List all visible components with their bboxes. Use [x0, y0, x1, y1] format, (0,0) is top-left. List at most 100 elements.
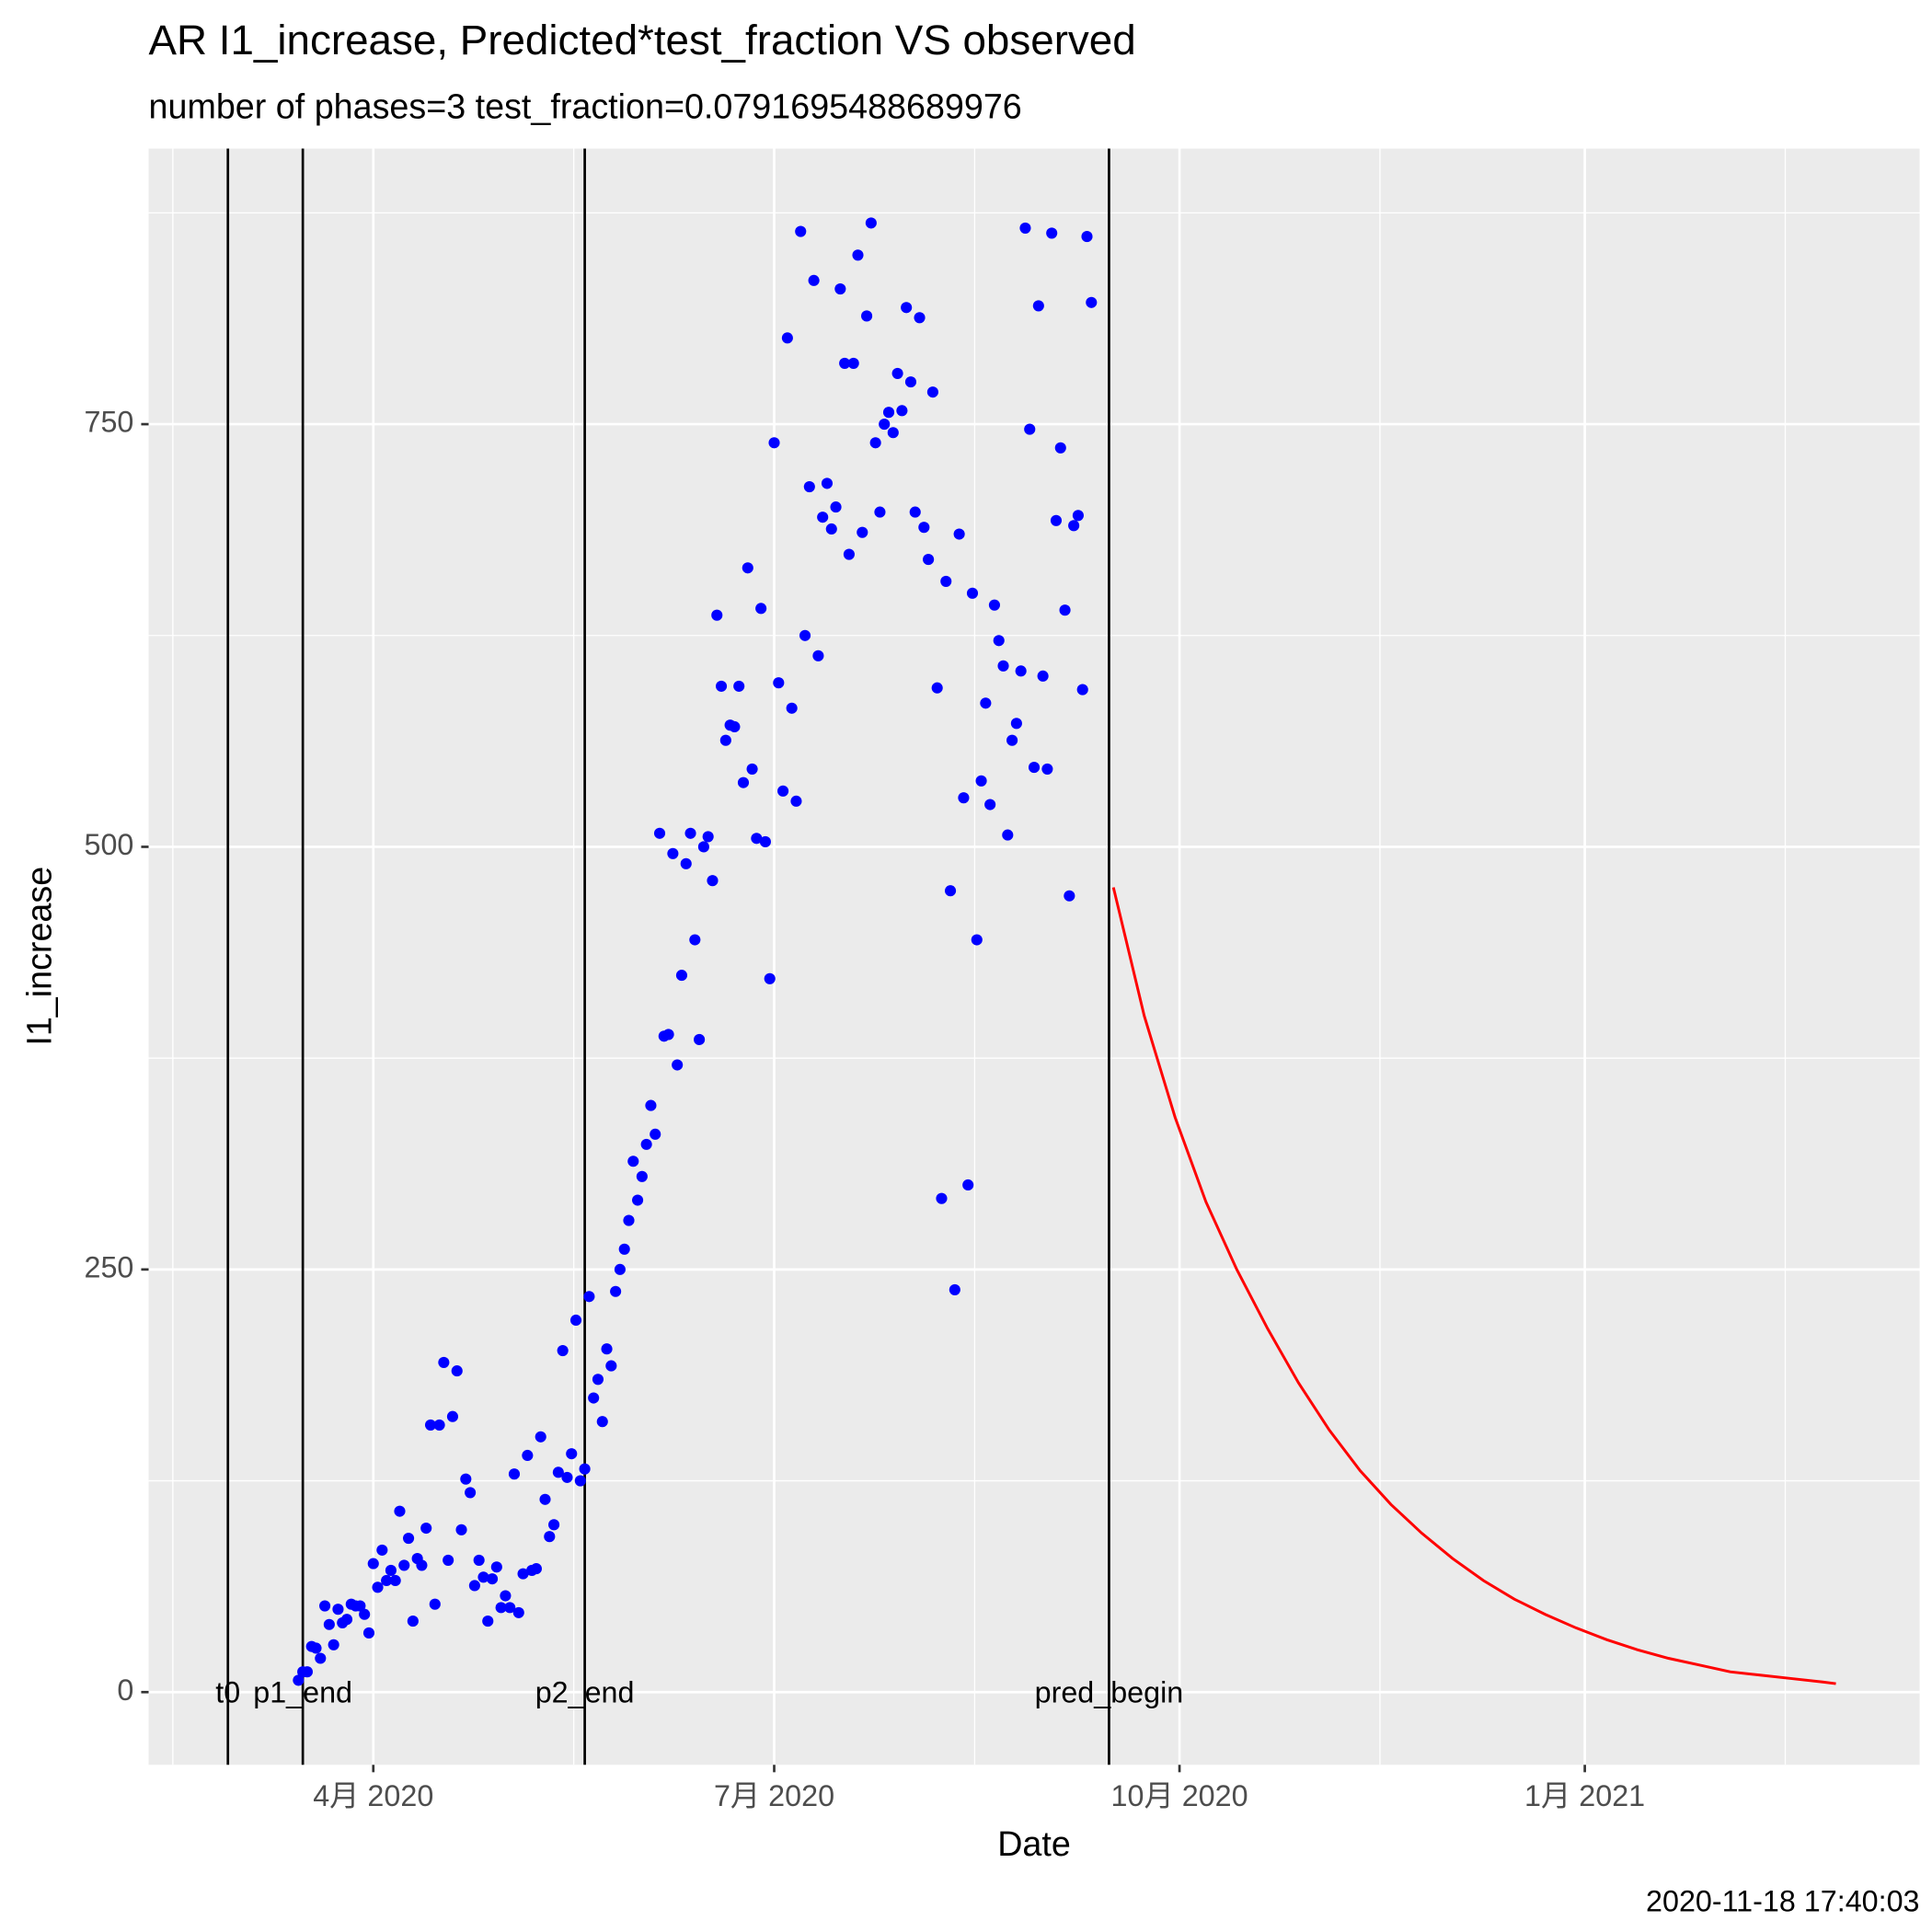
- point: [490, 1561, 502, 1573]
- point: [618, 1243, 630, 1255]
- point: [936, 1192, 948, 1204]
- point: [847, 357, 859, 369]
- point: [926, 386, 938, 398]
- point: [354, 1600, 366, 1612]
- point: [980, 697, 992, 709]
- point: [438, 1356, 450, 1368]
- point: [914, 312, 926, 324]
- point: [958, 792, 970, 804]
- point: [381, 1574, 393, 1587]
- point: [561, 1471, 573, 1483]
- point: [1068, 520, 1080, 532]
- point: [495, 1602, 507, 1614]
- point: [839, 357, 851, 369]
- x-tick-label: 7月 2020: [714, 1779, 834, 1812]
- point: [962, 1179, 974, 1191]
- point: [861, 310, 873, 322]
- point: [1032, 300, 1044, 312]
- point: [605, 1360, 617, 1372]
- point: [751, 833, 763, 845]
- point: [971, 934, 983, 946]
- y-axis-title: I1_increase: [20, 867, 59, 1046]
- point: [795, 225, 807, 237]
- point: [517, 1568, 529, 1580]
- point: [808, 274, 820, 286]
- point: [719, 734, 731, 746]
- point: [799, 629, 811, 641]
- point: [522, 1449, 534, 1462]
- point: [1081, 231, 1093, 243]
- point: [689, 934, 701, 946]
- point: [869, 437, 881, 449]
- point: [984, 799, 996, 811]
- point: [1059, 604, 1071, 616]
- point: [535, 1431, 546, 1443]
- point: [301, 1666, 313, 1678]
- point: [653, 827, 666, 839]
- point: [398, 1559, 410, 1571]
- point: [909, 506, 921, 518]
- point: [1076, 684, 1088, 696]
- point: [825, 523, 837, 535]
- chart-title: AR I1_increase, Predicted*test_fraction …: [149, 17, 1136, 63]
- point: [340, 1614, 353, 1626]
- point: [949, 1283, 960, 1295]
- point: [896, 405, 908, 417]
- point: [667, 847, 679, 859]
- x-tick-label: 10月 2020: [1111, 1779, 1248, 1812]
- point: [592, 1374, 604, 1386]
- point: [588, 1392, 600, 1404]
- prediction-line: [1111, 887, 1836, 1685]
- point: [362, 1627, 375, 1639]
- x-axis-title: Date: [997, 1824, 1071, 1863]
- point: [632, 1194, 644, 1206]
- point: [394, 1505, 406, 1517]
- point: [707, 875, 719, 887]
- point: [882, 407, 895, 419]
- x-tick-label: 4月 2020: [313, 1779, 433, 1812]
- point: [627, 1156, 639, 1167]
- point: [1037, 670, 1049, 682]
- point: [975, 775, 987, 787]
- point: [315, 1652, 327, 1664]
- point: [675, 970, 688, 982]
- point: [764, 972, 776, 984]
- point: [601, 1343, 613, 1355]
- point: [879, 419, 891, 431]
- point: [465, 1487, 477, 1499]
- point: [834, 283, 846, 295]
- point: [451, 1365, 463, 1377]
- point: [569, 1314, 582, 1327]
- point: [1019, 222, 1031, 234]
- point: [1072, 510, 1084, 522]
- point: [420, 1522, 432, 1535]
- point: [376, 1544, 388, 1556]
- point: [566, 1448, 578, 1460]
- point: [742, 562, 753, 574]
- point: [737, 776, 750, 788]
- point: [486, 1573, 499, 1585]
- point: [583, 1291, 595, 1303]
- point: [843, 548, 855, 560]
- panel: [148, 148, 1920, 1765]
- point: [557, 1345, 569, 1357]
- point: [865, 217, 877, 229]
- point: [504, 1602, 516, 1614]
- point: [887, 427, 899, 439]
- point: [482, 1616, 494, 1627]
- point: [812, 650, 824, 661]
- point: [610, 1285, 622, 1297]
- point: [711, 609, 723, 621]
- point: [1041, 763, 1053, 775]
- point: [773, 677, 785, 689]
- point: [988, 599, 1000, 611]
- point: [702, 831, 714, 843]
- caption: 2020-11-18 17:40:03: [1646, 1885, 1920, 1918]
- point: [403, 1532, 415, 1545]
- point: [821, 477, 834, 489]
- point: [539, 1493, 551, 1505]
- point: [1086, 296, 1098, 308]
- point: [323, 1618, 335, 1630]
- point: [424, 1419, 437, 1431]
